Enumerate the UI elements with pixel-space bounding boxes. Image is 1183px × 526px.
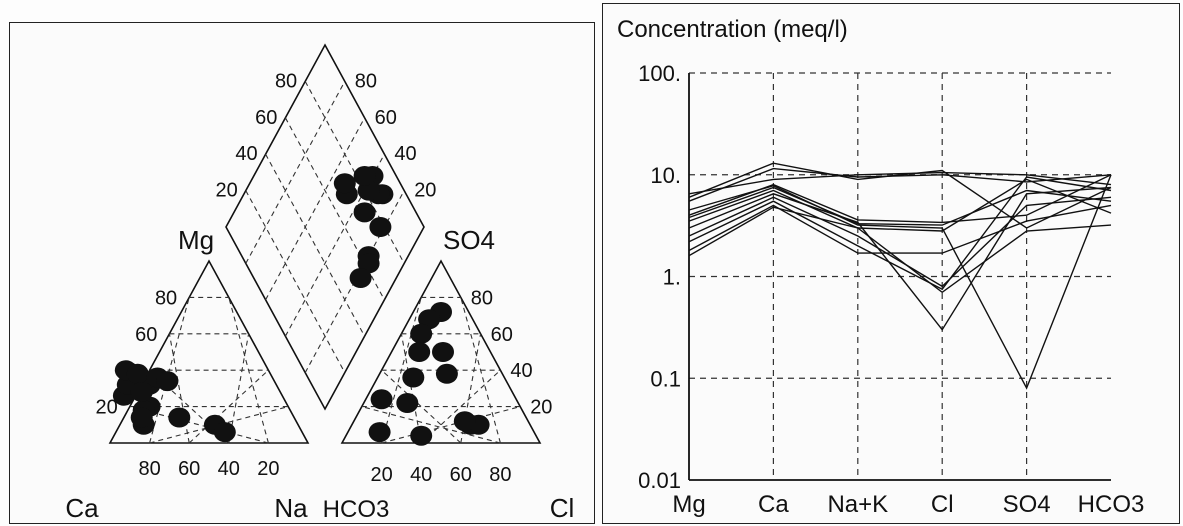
cation-data-point [130, 382, 153, 402]
anion-bottom-tick-label: 80 [489, 464, 511, 486]
schoeller-diagram-panel: Concentration (meq/l) 0.01 0.1 1. 10. 100. Mg C… [602, 3, 1180, 524]
cation-gridline [149, 406, 289, 444]
cation-triangle-outline [108, 259, 310, 444]
chart-title: Concentration (meq/l) [617, 16, 848, 43]
x-tick-label: Ca [758, 491, 789, 518]
anion-gridline [381, 406, 521, 444]
anion-gridline [361, 406, 501, 444]
anion-data-point [432, 342, 454, 362]
anion-bottom-tick-label: 20 [370, 464, 392, 486]
anion-triangle-outline [340, 259, 542, 444]
anion-data-point [410, 425, 433, 446]
anion-gridline [400, 333, 422, 444]
series-line-12 [688, 174, 1112, 390]
diamond-right-tick-label: 80 [355, 70, 377, 92]
diamond-right-tick-label: 40 [394, 143, 416, 165]
y-tick-label: 0.01 [638, 468, 681, 493]
anion-bottom-tick-label: 60 [450, 464, 472, 486]
series-line-1 [688, 162, 1112, 229]
ion-label-so4: SO4 [443, 225, 495, 255]
cation-data-point [213, 422, 236, 443]
cation-bottom-tick-label: 20 [257, 458, 279, 480]
x-tick-label: Cl [931, 491, 954, 518]
diamond-gridline [265, 117, 366, 301]
ion-label-mg: Mg [178, 225, 214, 255]
diamond-left-tick-label: 20 [216, 180, 238, 202]
x-tick-label: Na+K [827, 491, 888, 518]
diamond-data-point [353, 166, 376, 186]
anion-data-point [396, 393, 419, 413]
cation-data-point [130, 407, 153, 428]
diamond-left-tick-label: 80 [275, 70, 297, 92]
series-line-6 [688, 178, 1112, 232]
diamond-gridline [245, 190, 346, 373]
cation-bottom-tick-label: 60 [178, 458, 200, 480]
y-tick-label: 1. [663, 265, 681, 290]
cation-left-tick-label: 80 [155, 287, 177, 309]
anion-data-point [370, 389, 393, 410]
series-line-10 [688, 204, 1112, 254]
anion-right-tick-label: 20 [530, 397, 552, 419]
diamond-data-point [353, 202, 376, 223]
diamond-data-point [369, 217, 392, 237]
series-line-3 [688, 171, 1112, 195]
diamond-left-tick-label: 40 [235, 143, 257, 165]
cation-bottom-tick-label: 80 [138, 458, 160, 480]
anion-data-point [402, 367, 425, 388]
diamond-right-tick-label: 60 [375, 107, 397, 129]
cation-bottom-tick-label: 40 [218, 458, 240, 480]
series-line-7 [688, 186, 1112, 331]
ion-label-ca: Ca [65, 493, 99, 522]
series-line-2 [688, 167, 1112, 202]
diamond-outline [225, 43, 425, 411]
anion-gridline [460, 297, 501, 444]
cation-data-point [156, 371, 179, 392]
anion-data-point [368, 422, 391, 443]
piper-diagram: Mg Ca Na SO4 HCO3 Cl 80 60 40 20 80 60 40 20 80 60 40 20 2… [65, 43, 575, 522]
anion-bottom-tick-label: 40 [410, 464, 432, 486]
cation-left-tick-label: 20 [96, 397, 118, 419]
diamond-right-tick-label: 20 [414, 180, 436, 202]
anion-right-tick-label: 80 [471, 287, 493, 309]
y-tick-label: 0.1 [650, 366, 681, 391]
y-tick-label: 10. [650, 163, 681, 188]
ion-label-cl: Cl [550, 493, 575, 522]
cation-data-point [168, 407, 191, 428]
ion-label-hco3: HCO3 [323, 496, 390, 522]
cation-data-point [126, 363, 149, 384]
series-line-9 [688, 176, 1112, 291]
x-tick-label: Mg [672, 491, 705, 518]
piper-diagram-panel: Mg Ca Na SO4 HCO3 Cl 80 60 40 20 80 60 40 20 80 60 40 20 2… [9, 22, 595, 524]
anion-right-tick-label: 40 [510, 360, 532, 382]
x-tick-label: HCO3 [1078, 491, 1145, 518]
cation-gridline [228, 297, 269, 444]
cation-left-tick-label: 60 [135, 324, 157, 346]
anion-right-tick-label: 60 [491, 324, 513, 346]
series-line-11 [688, 206, 1112, 294]
diamond-gridline [245, 81, 346, 264]
anion-data-point [435, 363, 458, 384]
x-tick-label: SO4 [1003, 491, 1051, 518]
diamond-left-tick-label: 60 [255, 107, 277, 129]
ion-label-na: Na [274, 493, 308, 522]
diamond-data-point [349, 268, 372, 288]
anion-data-point [408, 342, 431, 362]
y-tick-label: 100. [638, 61, 681, 86]
anion-data-point [453, 411, 476, 432]
diamond-gridline [265, 153, 366, 337]
schoeller-diagram: Concentration (meq/l) 0.01 0.1 1. 10. 100. Mg C… [617, 16, 1145, 518]
diamond-data-point [333, 173, 356, 194]
series-line-8 [688, 196, 1112, 288]
anion-data-point [410, 323, 433, 344]
